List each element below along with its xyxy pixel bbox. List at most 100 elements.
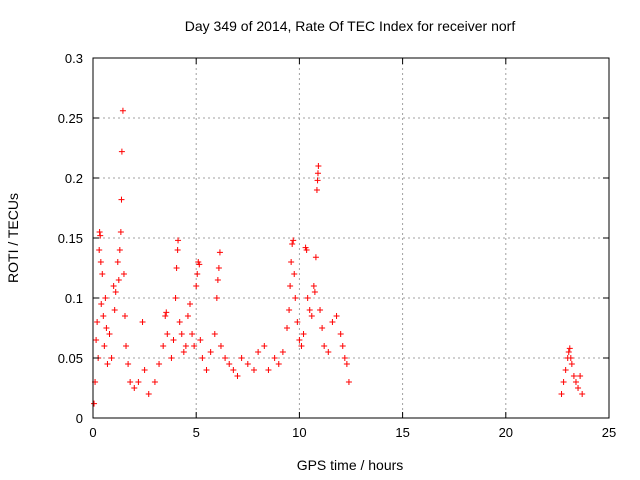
data-point — [288, 259, 295, 265]
data-point — [313, 187, 320, 193]
data-point — [558, 391, 565, 397]
data-point — [103, 325, 110, 331]
data-point — [99, 271, 106, 277]
data-point — [567, 355, 574, 361]
y-tick-label: 0 — [76, 411, 83, 426]
data-point — [343, 361, 350, 367]
y-tick-label: 0.3 — [65, 51, 83, 66]
data-point — [317, 307, 324, 313]
grid-layer — [93, 58, 609, 418]
data-point — [298, 343, 305, 349]
data-point — [238, 355, 245, 361]
data-point — [160, 343, 167, 349]
data-point — [125, 361, 132, 367]
data-point — [560, 379, 567, 385]
x-tick-label: 5 — [193, 425, 200, 440]
data-point — [306, 307, 313, 313]
data-point — [261, 343, 268, 349]
data-point — [321, 343, 328, 349]
data-point — [98, 301, 105, 307]
data-point — [579, 391, 586, 397]
data-point — [131, 385, 138, 391]
data-point — [116, 247, 123, 253]
data-point — [178, 331, 185, 337]
data-point — [215, 265, 222, 271]
data-point — [170, 337, 177, 343]
data-point — [112, 289, 119, 295]
data-point — [176, 319, 183, 325]
data-point — [292, 295, 299, 301]
data-point — [168, 355, 175, 361]
data-point — [314, 177, 321, 184]
data-point — [286, 307, 293, 313]
data-point — [310, 283, 317, 289]
x-tick-label: 10 — [292, 425, 306, 440]
data-point — [197, 337, 204, 343]
data-point — [345, 379, 352, 385]
data-point — [93, 337, 100, 343]
x-tick-label: 25 — [602, 425, 616, 440]
data-point — [568, 361, 575, 367]
y-tick-label: 0.25 — [58, 111, 83, 126]
data-point — [226, 361, 233, 367]
data-point — [162, 313, 169, 319]
data-point — [127, 379, 134, 385]
data-point — [118, 148, 125, 155]
data-point — [135, 379, 142, 385]
axes: 0 5 10 15 20 25 0 0.05 0.1 0.15 0.2 0.25 0.3 — [58, 51, 617, 440]
data-point — [121, 313, 128, 319]
data-point — [110, 283, 117, 289]
data-point — [572, 379, 579, 385]
data-point — [182, 343, 189, 349]
data-point — [250, 367, 257, 373]
x-tick-label: 15 — [395, 425, 409, 440]
data-point — [290, 237, 297, 244]
data-point — [333, 313, 340, 319]
data-point — [96, 229, 103, 235]
plot-frame — [92, 57, 610, 419]
data-point — [329, 319, 336, 325]
data-point — [91, 400, 98, 407]
data-point — [145, 391, 152, 397]
data-point — [164, 331, 171, 337]
data-points — [91, 107, 586, 407]
y-tick-label: 0.05 — [58, 351, 83, 366]
data-point — [244, 361, 251, 367]
data-point — [339, 343, 346, 349]
data-point — [108, 355, 115, 361]
data-point — [337, 331, 344, 337]
data-point — [296, 337, 303, 343]
data-point — [255, 349, 262, 355]
data-point — [308, 313, 315, 319]
x-axis-title: GPS time / hours — [297, 457, 404, 473]
data-point — [163, 309, 170, 316]
data-point — [120, 271, 127, 277]
data-point — [193, 283, 200, 289]
data-point — [566, 345, 573, 352]
data-point — [325, 349, 332, 355]
data-point — [97, 232, 104, 239]
x-tick-label: 20 — [499, 425, 513, 440]
data-point — [312, 254, 319, 261]
data-point — [284, 325, 291, 331]
data-point — [303, 247, 310, 253]
data-point — [203, 367, 210, 373]
data-point — [102, 295, 109, 301]
data-point — [207, 349, 214, 355]
data-point — [172, 295, 179, 301]
data-point — [100, 313, 107, 319]
data-point — [230, 367, 237, 373]
data-point — [217, 343, 224, 349]
data-point — [234, 373, 241, 379]
data-point — [187, 301, 194, 307]
data-point — [575, 385, 582, 391]
data-point — [111, 307, 118, 313]
data-point — [570, 373, 577, 379]
data-point — [304, 295, 311, 301]
data-point — [115, 277, 122, 283]
data-point — [156, 361, 163, 367]
data-point — [196, 261, 203, 268]
chart-title: Day 349 of 2014, Rate Of TEC Index for r… — [185, 18, 516, 34]
data-point — [141, 367, 148, 373]
